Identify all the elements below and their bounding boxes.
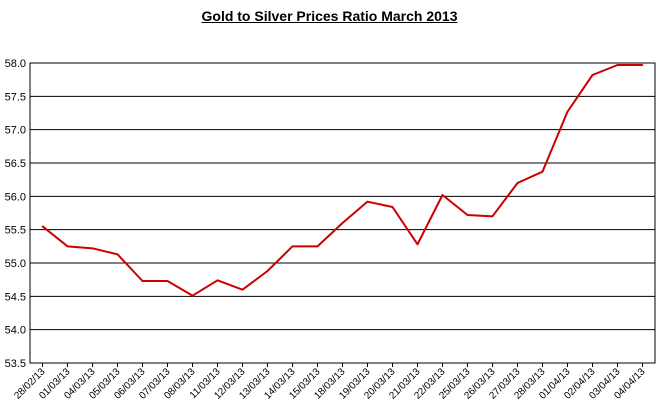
y-tick-label: 56.5 <box>5 158 26 170</box>
data-point <box>416 243 419 246</box>
data-point <box>591 74 594 76</box>
data-point <box>116 253 119 256</box>
data-point <box>641 64 644 66</box>
x-axis-ticks: 28/02/1301/03/1304/03/1305/03/1306/03/13… <box>12 363 648 402</box>
data-point <box>366 200 369 203</box>
y-tick-label: 54.5 <box>5 291 26 303</box>
data-point <box>466 214 469 216</box>
data-point <box>241 288 244 291</box>
data-point <box>516 182 519 184</box>
data-point <box>191 294 194 297</box>
data-point <box>616 64 619 66</box>
data-point <box>166 280 169 282</box>
y-tick-label: 53.5 <box>5 358 26 370</box>
plot-area-frame <box>29 62 656 364</box>
y-tick-label: 57.5 <box>5 91 26 103</box>
y-tick-label: 55.0 <box>5 258 26 270</box>
y-axis-ticks: 58.0 57.5 57.0 56.5 56.0 55.5 55.0 54.5 54.0 53.5 <box>5 58 26 370</box>
series-layer <box>41 64 644 297</box>
y-tick-label: 54.0 <box>5 325 26 337</box>
data-point <box>91 247 94 250</box>
series-line <box>41 64 643 297</box>
data-point <box>216 279 219 282</box>
data-point <box>66 245 69 248</box>
y-tick-label: 55.5 <box>5 225 26 237</box>
y-tick-label: 56.0 <box>5 191 26 203</box>
y-tick-label: 57.0 <box>5 125 26 137</box>
data-point <box>441 194 444 196</box>
data-point <box>541 170 544 173</box>
gridlines <box>30 62 655 364</box>
data-point <box>316 245 319 248</box>
chart-title: Gold to Silver Prices Ratio March 2013 <box>201 8 458 24</box>
data-point <box>141 280 144 282</box>
data-point <box>491 215 494 218</box>
data-point <box>41 225 44 228</box>
data-point <box>291 245 294 248</box>
data-point <box>341 222 344 224</box>
data-point <box>566 110 569 113</box>
data-point <box>391 206 394 208</box>
data-point <box>266 270 269 272</box>
y-tick-label: 58.0 <box>5 58 26 70</box>
